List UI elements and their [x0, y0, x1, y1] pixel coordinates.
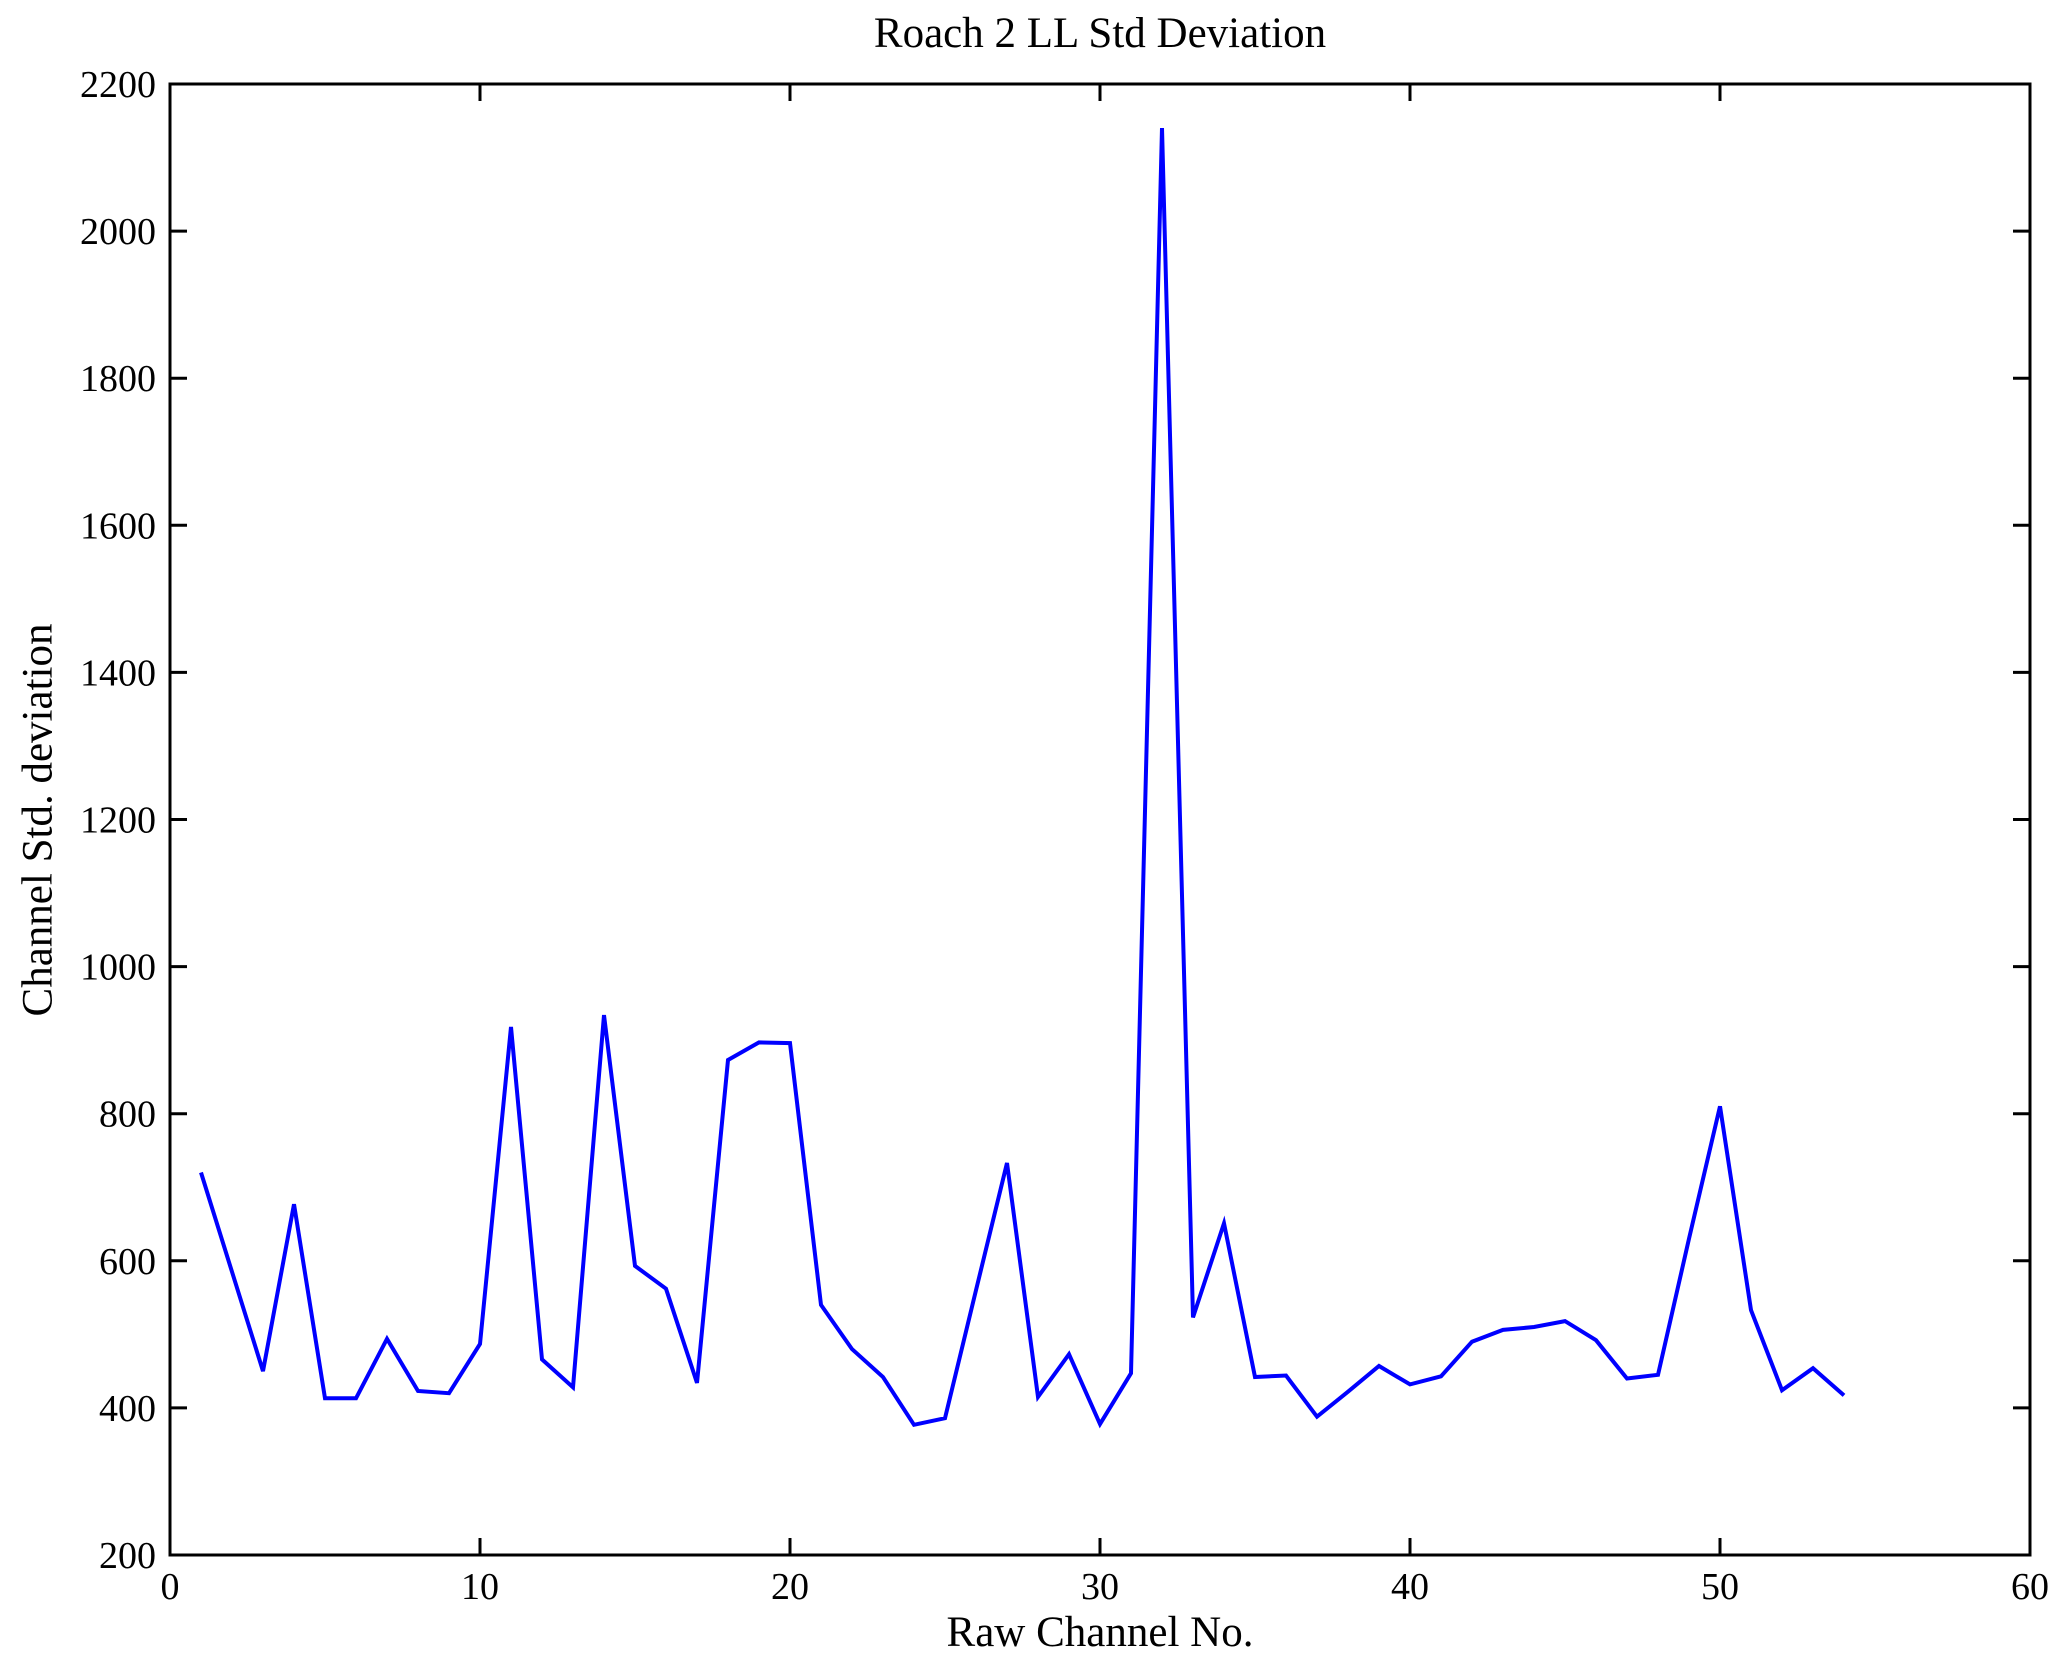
x-tick-label: 60: [2011, 1566, 2049, 1608]
y-tick-label: 600: [99, 1241, 156, 1283]
y-tick-label: 1600: [80, 505, 156, 547]
y-tick-label: 1000: [80, 947, 156, 989]
x-tick-label: 20: [771, 1566, 809, 1608]
y-tick-label: 2200: [80, 64, 156, 106]
y-tick-label: 1800: [80, 358, 156, 400]
x-tick-label: 50: [1701, 1566, 1739, 1608]
y-tick-label: 200: [99, 1535, 156, 1577]
axes-box: [168, 82, 2032, 1557]
axes-group: 0 10 20 30 40 50 60 200 400 600 800 1000 1200 1400 160…: [80, 64, 2049, 1608]
y-tick-label: 800: [99, 1094, 156, 1136]
x-tick-label: 10: [461, 1566, 499, 1608]
data-line: [199, 128, 1846, 1429]
y-tick-label: 400: [99, 1388, 156, 1430]
x-tick-label: 30: [1081, 1566, 1119, 1608]
x-tick-label: 0: [161, 1566, 180, 1608]
x-axis-label: Raw Channel No.: [946, 1609, 1254, 1656]
chart-title: Roach 2 LL Std Deviation: [873, 10, 1327, 57]
series-group: [199, 128, 1846, 1429]
x-tick-label: 40: [1391, 1566, 1429, 1608]
y-tick-label: 1400: [80, 652, 156, 694]
y-tick-label: 1200: [80, 800, 156, 842]
y-tick-label: 2000: [80, 211, 156, 253]
